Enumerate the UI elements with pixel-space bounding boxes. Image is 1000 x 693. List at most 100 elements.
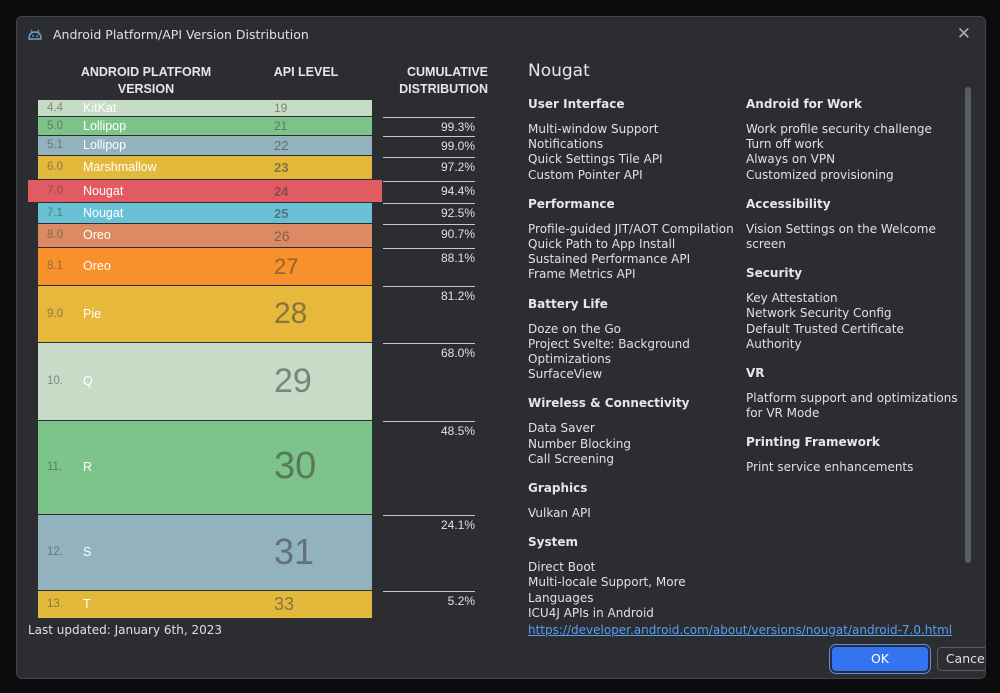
- cumulative-value: 94.4%: [440, 184, 475, 198]
- feature-item: Sustained Performance API: [528, 252, 691, 267]
- feature-item: screen: [746, 237, 786, 252]
- feature-section: Wireless & Connectivity Data Saver Number …: [528, 396, 743, 467]
- version-name: Lollipop: [83, 118, 127, 133]
- version-bar-8-1[interactable]: 8.1 Oreo 27: [38, 248, 372, 286]
- feature-item: Network Security Config: [746, 306, 892, 321]
- android-icon: [28, 29, 42, 40]
- ok-button[interactable]: OK: [832, 647, 928, 671]
- version-name: Oreo: [83, 259, 111, 273]
- feature-section-heading: Accessibility: [746, 196, 831, 211]
- version-number: 8.1: [47, 260, 63, 272]
- version-name: KitKat: [83, 100, 117, 115]
- details-title: Nougat: [528, 61, 590, 81]
- version-bar-6-0[interactable]: 6.0 Marshmallow 23: [38, 156, 372, 180]
- api-level: 25: [274, 205, 289, 221]
- version-bar-4-4[interactable]: 4.4 KitKat 19: [38, 100, 372, 117]
- version-number: 7.1: [47, 206, 63, 219]
- api-level: 24: [274, 183, 289, 199]
- feature-section-heading: Graphics: [528, 481, 588, 496]
- version-bar-5-1[interactable]: 5.1 Lollipop 22: [38, 136, 372, 156]
- feature-section: Performance Profile-guided JIT/AOT Compil…: [528, 197, 743, 283]
- header-cumulative-distribution: CUMULATIVE DISTRIBUTION: [399, 65, 488, 96]
- cumulative-value: 92.5%: [440, 206, 475, 220]
- feature-section: VR Platform support and optimizations for …: [746, 366, 961, 421]
- version-name: Lollipop: [83, 138, 127, 152]
- feature-item: Call Screening: [528, 451, 615, 466]
- details-link[interactable]: https://developer.android.com/about/vers…: [528, 623, 953, 637]
- version-number: 8.0: [47, 229, 63, 241]
- version-name: S: [83, 545, 92, 559]
- feature-item: Languages: [528, 590, 594, 605]
- feature-item: Work profile security challenge: [746, 122, 932, 136]
- feature-item: Customized provisioning: [746, 167, 894, 182]
- feature-item: Data Saver: [528, 421, 595, 436]
- header-api-level: API LEVEL: [273, 65, 339, 79]
- feature-section: Security Key Attestation Network Security …: [746, 266, 961, 352]
- feature-section-heading: Printing Framework: [746, 435, 880, 450]
- feature-section-heading: System: [528, 535, 578, 550]
- close-icon[interactable]: ✕: [956, 24, 971, 44]
- feature-item: Vulkan API: [528, 506, 591, 521]
- details-scrollbar[interactable]: [965, 87, 971, 563]
- cumulative-row: 97.2%: [383, 157, 475, 174]
- version-bar-7-1[interactable]: 7.1 Nougat 25: [38, 203, 372, 224]
- feature-item: Quick Settings Tile API: [528, 152, 663, 167]
- version-name: Q: [83, 374, 93, 388]
- version-bar-5-0[interactable]: 5.0 Lollipop 21: [38, 117, 372, 136]
- details-left-column: User Interface Multi-window Support Notifi…: [528, 97, 743, 635]
- version-name: T: [83, 597, 91, 611]
- api-level: 22: [274, 138, 289, 154]
- api-level: 21: [274, 119, 288, 134]
- version-number: 5.1: [47, 139, 63, 151]
- feature-item: Optimizations: [528, 352, 612, 367]
- feature-section: Graphics Vulkan API: [528, 481, 743, 521]
- version-number: 11.: [47, 461, 63, 473]
- cumulative-value: 68.0%: [440, 346, 475, 360]
- cumulative-value: 99.0%: [440, 139, 475, 153]
- feature-item: SurfaceView: [528, 367, 603, 382]
- cumulative-row: 90.7%: [383, 224, 475, 241]
- feature-item: Direct Boot: [528, 560, 596, 575]
- feature-item: ICU4J APIs in Android: [528, 605, 654, 620]
- feature-item: Project Svelte: Background: [528, 336, 690, 351]
- cumulative-value: 99.3%: [440, 120, 475, 134]
- header-platform-version: ANDROID PLATFORM VERSION: [80, 65, 212, 96]
- cumulative-value: 97.2%: [440, 160, 475, 174]
- version-bar-8-0[interactable]: 8.0 Oreo 26: [38, 224, 372, 248]
- feature-section-heading: User Interface: [528, 97, 625, 111]
- feature-item: Default Trusted Certificate Authority: [746, 321, 904, 351]
- feature-item: Multi-locale Support, More: [528, 575, 686, 590]
- cumulative-row: 81.2%: [383, 286, 475, 303]
- cumulative-value: 5.2%: [447, 594, 475, 608]
- cumulative-value: 81.2%: [440, 289, 475, 303]
- cancel-button[interactable]: Cancel: [937, 647, 985, 671]
- api-level: 27: [274, 253, 299, 279]
- version-bar-7-0[interactable]: 7.0 Nougat 24: [28, 180, 382, 203]
- feature-item: Quick Path to App Install: [528, 237, 676, 252]
- api-level: 28: [274, 296, 308, 330]
- feature-section: Printing Framework Print service enhancem…: [746, 435, 961, 475]
- version-bar-10-[interactable]: 10. Q 29: [38, 343, 372, 421]
- version-bar-13-[interactable]: 13. T 33: [38, 591, 372, 619]
- version-name: Marshmallow: [83, 160, 157, 174]
- feature-item: Doze on the Go: [528, 321, 621, 336]
- version-number: 9.0: [47, 307, 63, 320]
- cumulative-value: 90.7%: [440, 227, 475, 241]
- feature-section: User Interface Multi-window Support Notifi…: [528, 97, 743, 183]
- version-number: 5.0: [47, 119, 63, 132]
- cumulative-row: 92.5%: [383, 203, 475, 220]
- feature-section-heading: Battery Life: [528, 296, 608, 311]
- api-level: 30: [274, 445, 317, 488]
- version-bar-11-[interactable]: 11. R 30: [38, 421, 372, 515]
- version-name: R: [83, 460, 93, 474]
- version-bar-9-0[interactable]: 9.0 Pie 28: [38, 286, 372, 343]
- feature-item: Notifications: [528, 137, 604, 152]
- feature-section: Accessibility Vision Settings on the Welc…: [746, 197, 961, 252]
- version-number: 7.0: [47, 184, 63, 197]
- feature-item: Profile-guided JIT/AOT Compilation: [528, 221, 734, 236]
- version-number: 12.: [47, 546, 63, 558]
- api-level: 19: [274, 101, 288, 116]
- feature-item: Always on VPN: [746, 152, 836, 167]
- cumulative-row: 48.5%: [383, 421, 475, 438]
- version-bar-12-[interactable]: 12. S 31: [38, 515, 372, 591]
